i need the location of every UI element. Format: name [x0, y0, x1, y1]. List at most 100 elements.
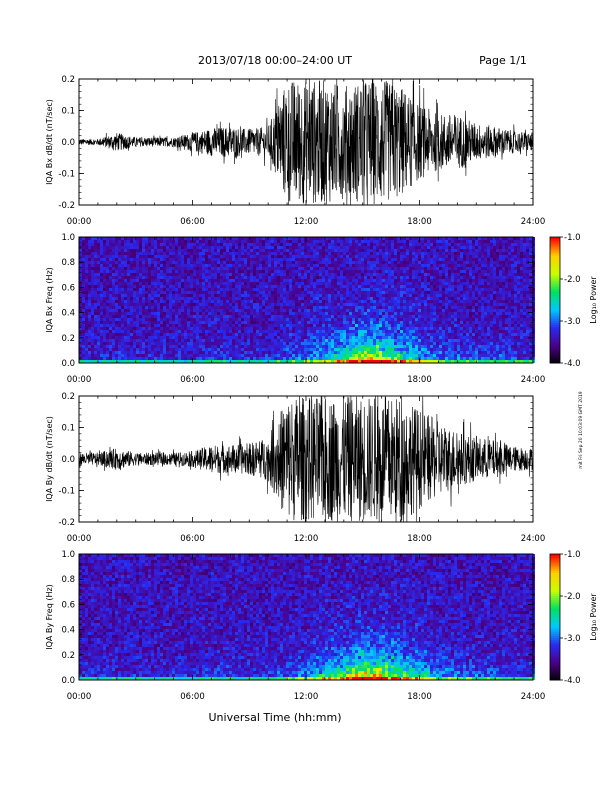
spectrogram-cell: [322, 309, 325, 312]
spectrogram-cell: [424, 288, 427, 291]
spectrogram-cell: [388, 354, 391, 357]
spectrogram-cell: [130, 279, 133, 282]
spectrogram-cell: [154, 345, 157, 348]
spectrogram-cell: [289, 336, 292, 339]
spectrogram-cell: [208, 342, 211, 345]
spectrogram-cell: [130, 300, 133, 303]
spectrogram-cell: [358, 339, 361, 342]
spectrogram-cell: [253, 249, 256, 252]
spectrogram-cell: [259, 315, 262, 318]
spectrogram-cell: [160, 279, 163, 282]
spectrogram-cell: [112, 246, 115, 249]
spectrogram-cell: [85, 306, 88, 309]
spectrogram-cell: [142, 360, 145, 363]
spectrogram-cell: [388, 324, 391, 327]
spectrogram-cell: [340, 321, 343, 324]
spectrogram-cell: [223, 321, 226, 324]
spectrogram-cell: [187, 345, 190, 348]
spectrogram-cell: [199, 333, 202, 336]
spectrogram-cell: [214, 339, 217, 342]
spectrogram-cell: [316, 240, 319, 243]
spectrogram-cell: [199, 345, 202, 348]
spectrogram-cell: [388, 252, 391, 255]
spectrogram-cell: [418, 255, 421, 258]
spectrogram-cell: [355, 297, 358, 300]
spectrogram-cell: [115, 288, 118, 291]
spectrogram-cell: [310, 258, 313, 261]
spectrogram-cell: [232, 357, 235, 360]
spectrogram-cell: [250, 315, 253, 318]
spectrogram-cell: [121, 312, 124, 315]
spectrogram-cell: [403, 357, 406, 360]
spectrogram-cell: [376, 333, 379, 336]
spectrogram-cell: [85, 324, 88, 327]
spectrogram-cell: [268, 351, 271, 354]
spectrogram-cell: [376, 297, 379, 300]
spectrogram-cell: [283, 309, 286, 312]
spectrogram-cell: [253, 321, 256, 324]
spectrogram-cell: [331, 270, 334, 273]
spectrogram-cell: [382, 279, 385, 282]
spectrogram-cell: [148, 303, 151, 306]
spectrogram-cell: [415, 288, 418, 291]
spectrogram-cell: [241, 240, 244, 243]
spectrogram-cell: [94, 294, 97, 297]
spectrogram-cell: [100, 345, 103, 348]
spectrogram-cell: [310, 243, 313, 246]
spectrogram-cell: [376, 294, 379, 297]
spectrogram-cell: [265, 291, 268, 294]
spectrogram-cell: [304, 273, 307, 276]
spectrogram-cell: [295, 249, 298, 252]
spectrogram-cell: [421, 339, 424, 342]
spectrogram-cell: [292, 270, 295, 273]
spectrogram-cell: [274, 339, 277, 342]
spectrogram-cell: [298, 291, 301, 294]
spectrogram-cell: [397, 243, 400, 246]
spectrogram-cell: [223, 333, 226, 336]
spectrogram-cell: [397, 312, 400, 315]
spectrogram-cell: [331, 252, 334, 255]
spectrogram-cell: [382, 240, 385, 243]
spectrogram-cell: [262, 300, 265, 303]
spectrogram-cell: [106, 333, 109, 336]
spectrogram-cell: [166, 273, 169, 276]
spectrogram-cell: [229, 306, 232, 309]
spectrogram-cell: [118, 291, 121, 294]
spectrogram-cell: [319, 342, 322, 345]
spectrogram-cell: [286, 348, 289, 351]
spectrogram-cell: [112, 342, 115, 345]
spectrogram-cell: [169, 240, 172, 243]
spectrogram-cell: [364, 312, 367, 315]
spectrogram-cell: [379, 261, 382, 264]
spectrogram-cell: [256, 306, 259, 309]
spectrogram-cell: [187, 282, 190, 285]
spectrogram-cell: [262, 291, 265, 294]
spectrogram-cell: [241, 321, 244, 324]
spectrogram-cell: [370, 267, 373, 270]
spectrogram-cell: [184, 312, 187, 315]
spectrogram-cell: [82, 246, 85, 249]
spectrogram-cell: [385, 243, 388, 246]
spectrogram-cell: [265, 324, 268, 327]
spectrogram-cell: [301, 279, 304, 282]
spectrogram-cell: [397, 333, 400, 336]
spectrogram-cell: [85, 312, 88, 315]
spectrogram-cell: [286, 282, 289, 285]
spectrogram-cell: [337, 288, 340, 291]
spectrogram-cell: [133, 324, 136, 327]
spectrogram-cell: [331, 339, 334, 342]
spectrogram-cell: [187, 297, 190, 300]
spectrogram-cell: [256, 315, 259, 318]
spectrogram-cell: [193, 327, 196, 330]
spectrogram-cell: [124, 303, 127, 306]
spectrogram-cell: [241, 348, 244, 351]
spectrogram-cell: [325, 285, 328, 288]
spectrogram-cell: [367, 285, 370, 288]
spectrogram-cell: [94, 315, 97, 318]
spectrogram-cell: [112, 270, 115, 273]
spectrogram-cell: [241, 243, 244, 246]
spectrogram-cell: [238, 252, 241, 255]
spectrogram-cell: [106, 345, 109, 348]
spectrogram-cell: [151, 339, 154, 342]
spectrogram-cell: [379, 279, 382, 282]
